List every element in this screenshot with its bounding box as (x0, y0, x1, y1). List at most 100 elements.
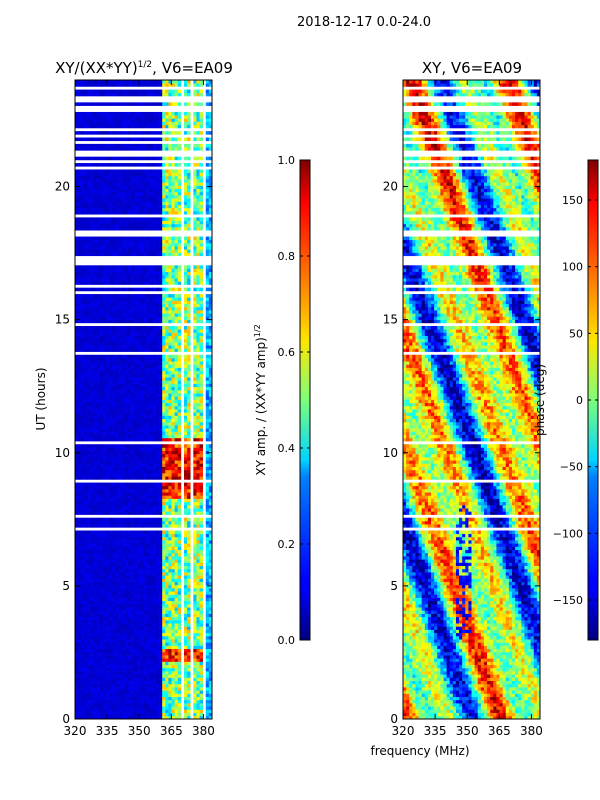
amp-cell (81, 431, 85, 435)
amp-cell (162, 715, 166, 720)
amp-cell (115, 341, 119, 346)
amp-cell (146, 706, 151, 710)
amp-cell (131, 591, 135, 595)
amp-cell (90, 584, 95, 589)
amp-cell (187, 683, 191, 688)
amp-cell (75, 540, 79, 544)
amp-cell (187, 511, 191, 515)
amp-cell (177, 393, 182, 397)
amp-cell (81, 594, 85, 598)
amp-cell (146, 431, 151, 435)
amp-cell (96, 562, 101, 566)
amp-cell (78, 364, 82, 368)
amp-cell (84, 594, 88, 598)
amp-cell (183, 472, 188, 477)
amp-cell (140, 632, 144, 637)
amp-cell (143, 508, 147, 512)
amp-cell (140, 332, 144, 336)
amp-cell (155, 389, 160, 394)
amp-cell (193, 373, 197, 378)
amp-cell (208, 616, 213, 621)
amp-cell (96, 421, 101, 426)
amp-cell (103, 588, 107, 592)
amp-cell (103, 642, 107, 646)
amp-cell (127, 354, 132, 359)
amp-cell (140, 674, 144, 678)
amp-cell (205, 530, 210, 535)
amp-cell (109, 498, 113, 503)
amp-cell (118, 530, 123, 535)
amp-cell (96, 696, 101, 701)
amp-cell (99, 626, 104, 630)
amp-cell (78, 597, 82, 602)
amp-cell (106, 578, 110, 582)
amp-cell (165, 498, 169, 503)
amp-cell (149, 517, 154, 522)
amp-cell (146, 354, 151, 359)
amp-cell (187, 709, 191, 713)
amp-cell (159, 447, 163, 451)
amp-cell (131, 703, 135, 707)
amp-cell (174, 607, 179, 611)
amp-cell (112, 326, 116, 330)
amp-cell (183, 658, 188, 662)
amp-cell (143, 709, 147, 713)
amp-cell (187, 623, 191, 627)
amp-cell (174, 421, 179, 426)
amp-cell (162, 421, 166, 426)
amp-cell (199, 367, 204, 372)
amp-cell (208, 552, 213, 557)
amp-cell (121, 572, 126, 576)
amp-cell (196, 482, 200, 487)
amp-cell (193, 501, 197, 506)
amp-cell (149, 399, 154, 404)
amp-cell (146, 655, 151, 659)
amp-cell (112, 597, 116, 602)
amp-cell (174, 380, 179, 384)
amp-cell (96, 581, 101, 586)
amp-cell (112, 504, 116, 509)
amp-cell (115, 425, 119, 429)
amp-cell (208, 645, 213, 650)
amp-cell (127, 703, 132, 707)
amp-cell (131, 393, 135, 397)
amp-cell (146, 607, 151, 611)
amp-cell (90, 540, 95, 544)
amp-cell (162, 460, 166, 464)
amp-cell (137, 396, 141, 400)
amp-cell (131, 389, 135, 394)
amp-cell (159, 361, 163, 365)
amp-cell (152, 319, 157, 324)
amp-cell (127, 639, 132, 643)
amp-cell (155, 635, 160, 640)
amp-cell (106, 316, 110, 320)
amp-cell (193, 588, 197, 592)
amp-cell (208, 463, 213, 467)
amp-cell (155, 642, 160, 646)
amp-cell (84, 655, 88, 659)
amp-cell (112, 588, 116, 592)
amp-cell (149, 581, 154, 586)
amp-cell (171, 687, 175, 691)
amp-cell (78, 703, 82, 707)
amp-cell (205, 341, 210, 346)
amp-cell (106, 613, 110, 618)
amp-cell (131, 530, 135, 535)
amp-cell (165, 709, 169, 713)
amp-cell (165, 524, 169, 528)
amp-cell (143, 546, 147, 551)
amp-cell (87, 482, 91, 487)
amp-cell (93, 386, 98, 391)
amp-cell (121, 648, 126, 653)
amp-cell (165, 326, 169, 330)
amp-cell (196, 635, 200, 640)
amp-cell (140, 588, 144, 592)
amp-cell (187, 425, 191, 429)
amp-cell (103, 447, 107, 451)
amp-cell (112, 603, 116, 608)
amp-cell (106, 556, 110, 560)
amp-cell (81, 511, 85, 515)
amp-cell (87, 655, 91, 659)
amp-cell (93, 629, 98, 634)
amp-cell (84, 482, 88, 487)
